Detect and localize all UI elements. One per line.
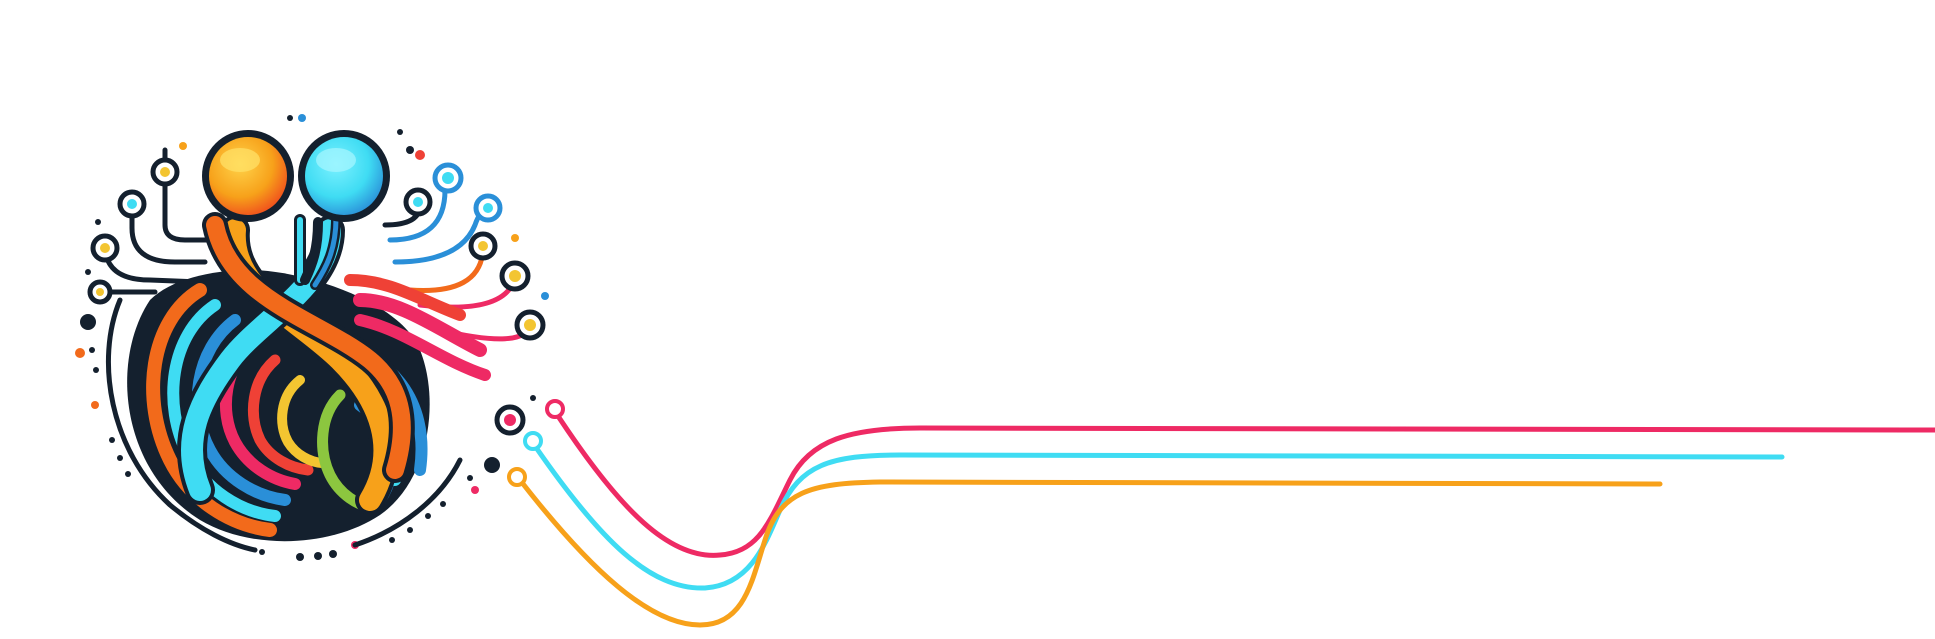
line-start-nodes [507, 399, 565, 487]
orange-head [202, 130, 294, 222]
logo-icon [75, 114, 549, 561]
neck-strands [294, 213, 341, 290]
dotted-arc [80, 115, 536, 561]
cyan-line [532, 443, 1785, 591]
orange-line [517, 477, 1663, 628]
cyan-head [298, 130, 390, 222]
color-dots [75, 114, 549, 549]
body-strands [127, 212, 491, 542]
left-circuit-nodes [87, 157, 180, 305]
outer-arc-left [105, 297, 258, 553]
outer-arc-right [352, 457, 463, 548]
right-circuit-nodes [403, 162, 546, 436]
pink-line [555, 413, 1935, 558]
trailing-lines [517, 413, 1935, 628]
